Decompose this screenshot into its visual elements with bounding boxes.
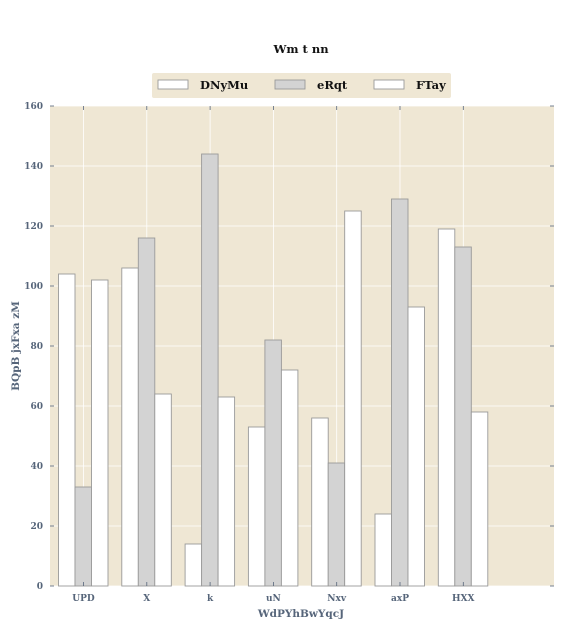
bar-eRqt-k [201, 153, 219, 587]
y-tick-label: 80 [30, 342, 43, 352]
y-axis-label: BQpB jxFxa zM [10, 301, 22, 391]
y-tick-label: 0 [37, 582, 43, 592]
x-tick-label: uN [266, 594, 281, 604]
y-tick-label: 40 [30, 462, 43, 472]
bar-DNyMu-k [184, 543, 203, 587]
y-tick-label: 140 [24, 162, 43, 172]
x-tick-label: k [207, 594, 214, 604]
x-tick-label: HXX [452, 594, 474, 604]
bar-FTay-Nxv [344, 210, 362, 587]
bar-FTay-HXX [470, 411, 489, 587]
legend-swatch [157, 79, 189, 90]
legend-swatch [373, 79, 405, 90]
bars [58, 153, 489, 587]
bar-eRqt-Nxv [327, 462, 346, 587]
bar-FTay-axP [407, 306, 425, 587]
bar-eRqt-X [137, 237, 156, 587]
y-tick-label: 20 [30, 522, 43, 532]
bar-eRqt-HXX [454, 246, 472, 587]
legend: DNyMu eRqt FTay [152, 73, 451, 98]
bar-FTay-UPD [91, 279, 109, 587]
x-tick-label: UPD [72, 594, 95, 604]
x-axis-label: WdPYhBwYqcJ [257, 608, 344, 620]
y-tick-label: 120 [24, 222, 43, 232]
bar-DNyMu-UPD [58, 273, 76, 587]
bar-eRqt-UPD [74, 486, 92, 587]
bar-eRqt-uN [264, 339, 282, 587]
x-tick-label: Nxv [327, 594, 347, 604]
legend-label: FTay [416, 78, 446, 92]
bar-eRqt-axP [391, 198, 409, 587]
y-tick-label: 100 [24, 282, 43, 292]
bar-FTay-X [154, 393, 172, 587]
bar-DNyMu-Nxv [311, 417, 329, 587]
chart-title: Wm t nn [272, 42, 329, 56]
bar-FTay-k [217, 396, 236, 587]
x-tick-label: X [143, 594, 150, 604]
y-tick-label: 60 [30, 402, 43, 412]
legend-label: DNyMu [200, 78, 248, 92]
bar-DNyMu-X [121, 267, 139, 587]
legend-swatch [274, 79, 306, 90]
legend-label: eRqt [317, 78, 348, 92]
bar-FTay-uN [280, 369, 299, 587]
x-tick-label: axP [391, 594, 409, 604]
bar-DNyMu-axP [374, 513, 392, 587]
y-tick-label: 160 [24, 102, 43, 112]
bar-DNyMu-uN [247, 426, 266, 587]
bar-DNyMu-HXX [437, 228, 456, 587]
